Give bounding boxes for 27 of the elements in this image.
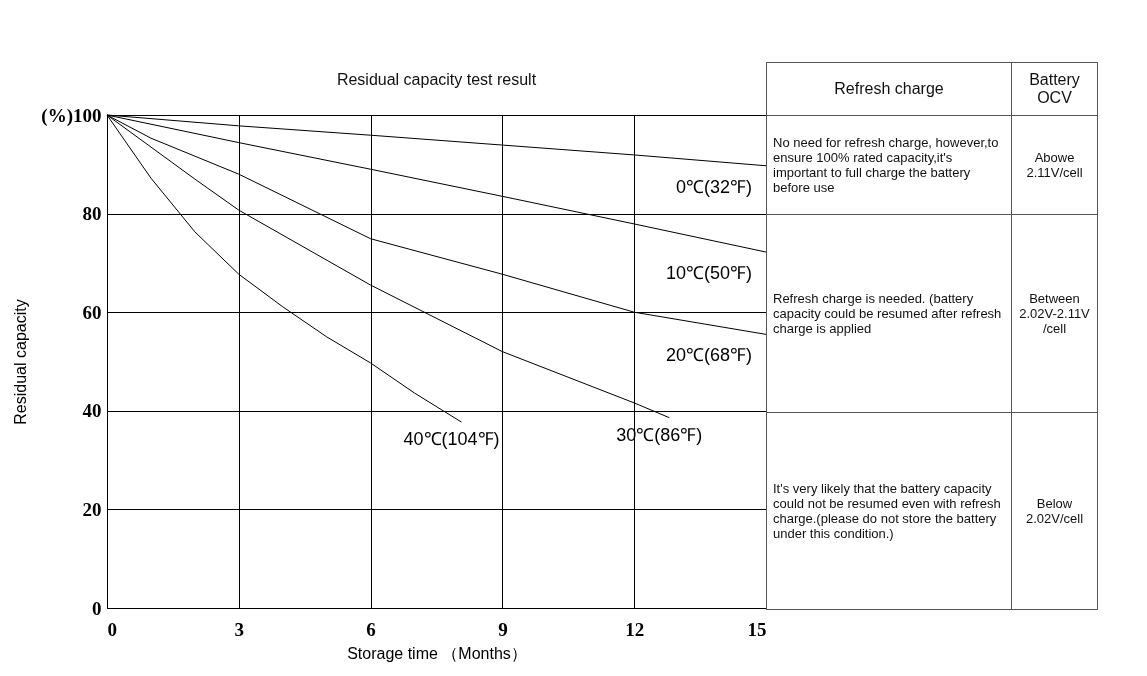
y-axis-title: Residual capacity <box>12 299 30 425</box>
series-label: 10℃(50℉) <box>665 263 752 284</box>
y-tick-label: 20 <box>82 498 102 520</box>
text: No need for refresh charge, however,to ensure 100% rated capacity,it's important to full charge the battery before use <box>766 115 1012 215</box>
text: Refresh charge is needed. (battery capacity could be resumed after refresh charge is applied <box>766 214 1012 413</box>
x-axis-title: Storage time （Months） <box>347 644 527 662</box>
series-label: 20℃(68℉) <box>665 345 752 366</box>
y-tick-label: 40 <box>82 400 102 422</box>
text: It's very likely that the battery capacity could not be resumed even with refresh charge.(please do not store the battery under this condition.) <box>766 412 1012 610</box>
series-label: 40℃(104℉) <box>403 429 500 450</box>
text: Abowe 2.11V/cell <box>1011 115 1098 215</box>
text: Between 2.02V-2.11V /cell <box>1011 214 1098 413</box>
x-tick-label: 9 <box>498 618 508 640</box>
y-tick-label: (%)100 <box>41 104 102 127</box>
chart-title: Residual capacity test result <box>336 71 537 88</box>
x-tick-label: 12 <box>625 618 645 640</box>
x-tick-label: 15 <box>747 618 767 640</box>
y-tick-label: 60 <box>82 301 102 323</box>
series-label: 0℃(32℉) <box>675 176 752 197</box>
x-tick-label: 6 <box>366 618 376 640</box>
x-tick-label: 3 <box>234 618 245 640</box>
text: Refresh charge <box>766 62 1012 116</box>
text: Below 2.02V/cell <box>1011 412 1098 610</box>
text: Battery OCV <box>1011 62 1098 116</box>
y-tick-label: 80 <box>82 203 102 225</box>
x-tick-label: 0 <box>107 618 117 640</box>
y-tick-label: 0 <box>92 597 102 619</box>
